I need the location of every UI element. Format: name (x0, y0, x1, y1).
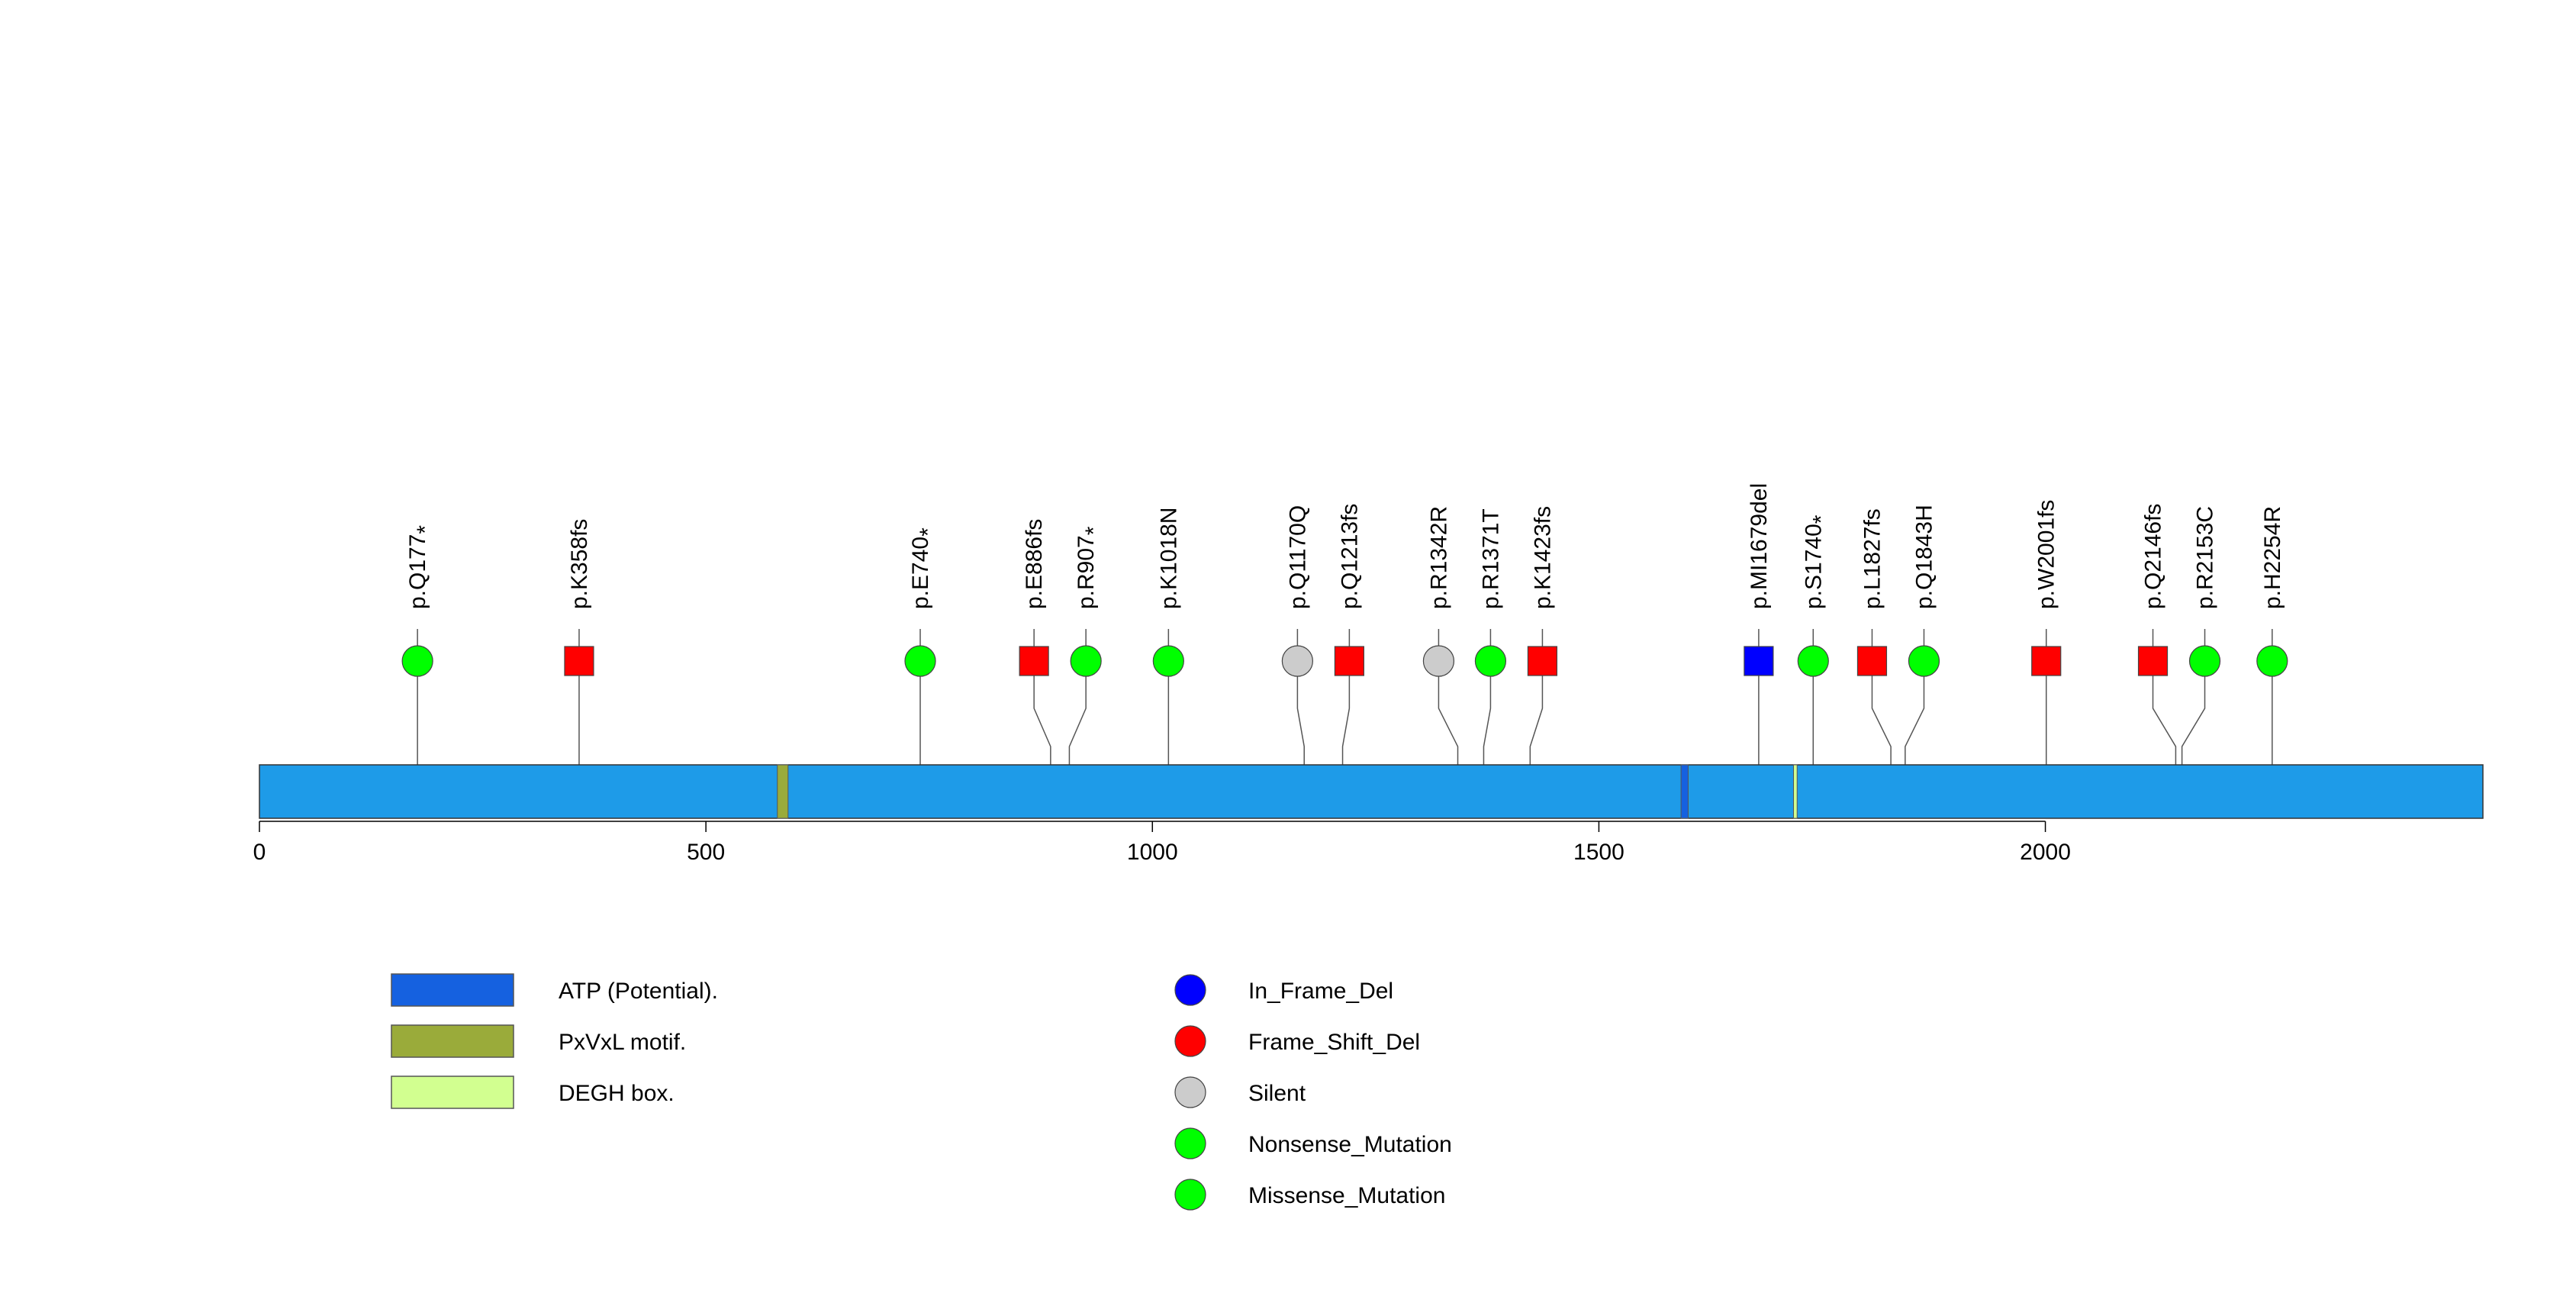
mutation-lollipop: p.E886fs (1019, 519, 1051, 818)
mutation-lollipop: p.MI1679del (1744, 483, 1774, 818)
legend-mutation-swatch (1174, 1179, 1206, 1211)
mutation-circle (2188, 645, 2221, 677)
mutation-circle (904, 645, 936, 677)
legend-mutation-swatch (1174, 1127, 1206, 1159)
mutation-square (1856, 646, 1888, 676)
axis-tick-label: 0 (253, 840, 266, 865)
axis-tick-label: 1000 (1127, 840, 1178, 865)
protein-track (259, 764, 2484, 819)
position-axis: 0 500 1000 1500 2000 (253, 821, 2071, 865)
mutation-lollipop: p.L1827fs (1856, 508, 1892, 818)
domain-block (1680, 764, 1689, 819)
mutation-square (2031, 646, 2062, 676)
legend-mutation-swatch (1174, 974, 1206, 1006)
mutation-circle (1908, 645, 1940, 677)
mutation-label: p.K358fs (567, 519, 592, 609)
mutation-label: p.K1423fs (1530, 506, 1555, 609)
mutation-lollipop: p.K1423fs (1527, 506, 1558, 818)
mutation-lollipop: p.Q1213fs (1334, 504, 1364, 818)
mutation-label: p.Q1170Q (1285, 505, 1310, 609)
legend-mutation-swatch (1174, 1025, 1206, 1057)
legend-domain-swatch (391, 1076, 514, 1109)
legend-domain-label: DEGH box. (559, 1081, 675, 1106)
stem (2181, 661, 2206, 765)
stem (1905, 661, 1925, 765)
stem (1033, 661, 1051, 765)
mutation-lollipop: p.K1018N (1152, 508, 1184, 818)
mutation-label: p.Q2146fs (2141, 504, 2166, 609)
mutation-label: p.E886fs (1022, 519, 1047, 609)
mutation-circle (1474, 645, 1507, 677)
mutation-circle (1422, 645, 1455, 677)
mutation-label: p.R907* (1074, 526, 1106, 609)
mutation-label: p.S1740* (1801, 514, 1834, 609)
mutation-label: p.H2254R (2260, 506, 2285, 609)
stem (2152, 661, 2177, 765)
mutation-circle (401, 645, 433, 677)
mutation-square (1527, 646, 1558, 676)
stem (1529, 661, 1544, 765)
stem (1068, 661, 1087, 765)
mutation-label: p.E740* (908, 527, 941, 609)
legend-domain-label: ATP (Potential). (559, 979, 718, 1004)
stem (1483, 661, 1492, 765)
protein-bar (259, 764, 2484, 819)
stem (1438, 661, 1459, 765)
legend-domain-label: PxVxL motif. (559, 1030, 686, 1055)
mutation-label: p.R1371T (1478, 508, 1503, 609)
domain-block (777, 764, 789, 819)
mutation-label: p.Q1213fs (1337, 504, 1362, 609)
mutation-lollipop: p.W2001fs (2031, 500, 2062, 818)
legend-mutation-label: Frame_Shift_Del (1248, 1030, 1420, 1055)
mutation-lollipop: p.Q1170Q (1281, 505, 1313, 818)
legend: ATP (Potential). PxVxL motif. DEGH box. In_… (391, 973, 1452, 1211)
mutation-lollipop: p.Q2146fs (2137, 504, 2177, 818)
legend-mutation-label: Nonsense_Mutation (1248, 1132, 1452, 1157)
legend-mutation-label: Missense_Mutation (1248, 1183, 1445, 1208)
mutation-square (1019, 646, 1049, 676)
mutation-label: p.Q1843H (1911, 505, 1937, 609)
mutation-layer: p.Q177* p.K358fs p.E740* p.E886fs p.R907* p.K… (401, 483, 2288, 818)
axis-tick-label: 500 (687, 840, 725, 865)
domain-block (1793, 764, 1798, 819)
legend-domain-swatch (391, 973, 514, 1007)
stem (1871, 661, 1892, 765)
mutation-lollipop: p.R1342R (1422, 506, 1459, 818)
mutation-label: p.Q177* (405, 525, 438, 609)
mutation-square (564, 646, 594, 676)
legend-mutation-label: In_Frame_Del (1248, 979, 1393, 1004)
mutation-circle (1797, 645, 1829, 677)
mutation-circle (1152, 645, 1184, 677)
mutation-circle (1281, 645, 1313, 677)
legend-mutation-label: Silent (1248, 1081, 1306, 1106)
mutation-lollipop: p.H2254R (2256, 506, 2288, 818)
mutation-square (1744, 646, 1774, 676)
mutation-lollipop: p.R1371T (1474, 508, 1507, 818)
axis-tick-label: 2000 (2020, 840, 2071, 865)
mutation-circle (2256, 645, 2288, 677)
mutation-label: p.R1342R (1426, 506, 1451, 609)
mutation-square (1334, 646, 1364, 676)
stem (1296, 661, 1305, 765)
legend-mutation-swatch (1174, 1076, 1206, 1108)
mutation-label: p.K1018N (1156, 508, 1181, 609)
mutation-label: p.W2001fs (2034, 500, 2059, 609)
axis-tick-label: 1500 (1573, 840, 1624, 865)
mutation-label: p.MI1679del (1747, 483, 1772, 609)
mutation-circle (1070, 645, 1102, 677)
mutation-label: p.L1827fs (1860, 508, 1885, 609)
mutation-label: p.R2153C (2193, 506, 2218, 609)
stem (1341, 661, 1351, 765)
legend-domain-swatch (391, 1024, 514, 1058)
mutation-square (2137, 646, 2169, 676)
